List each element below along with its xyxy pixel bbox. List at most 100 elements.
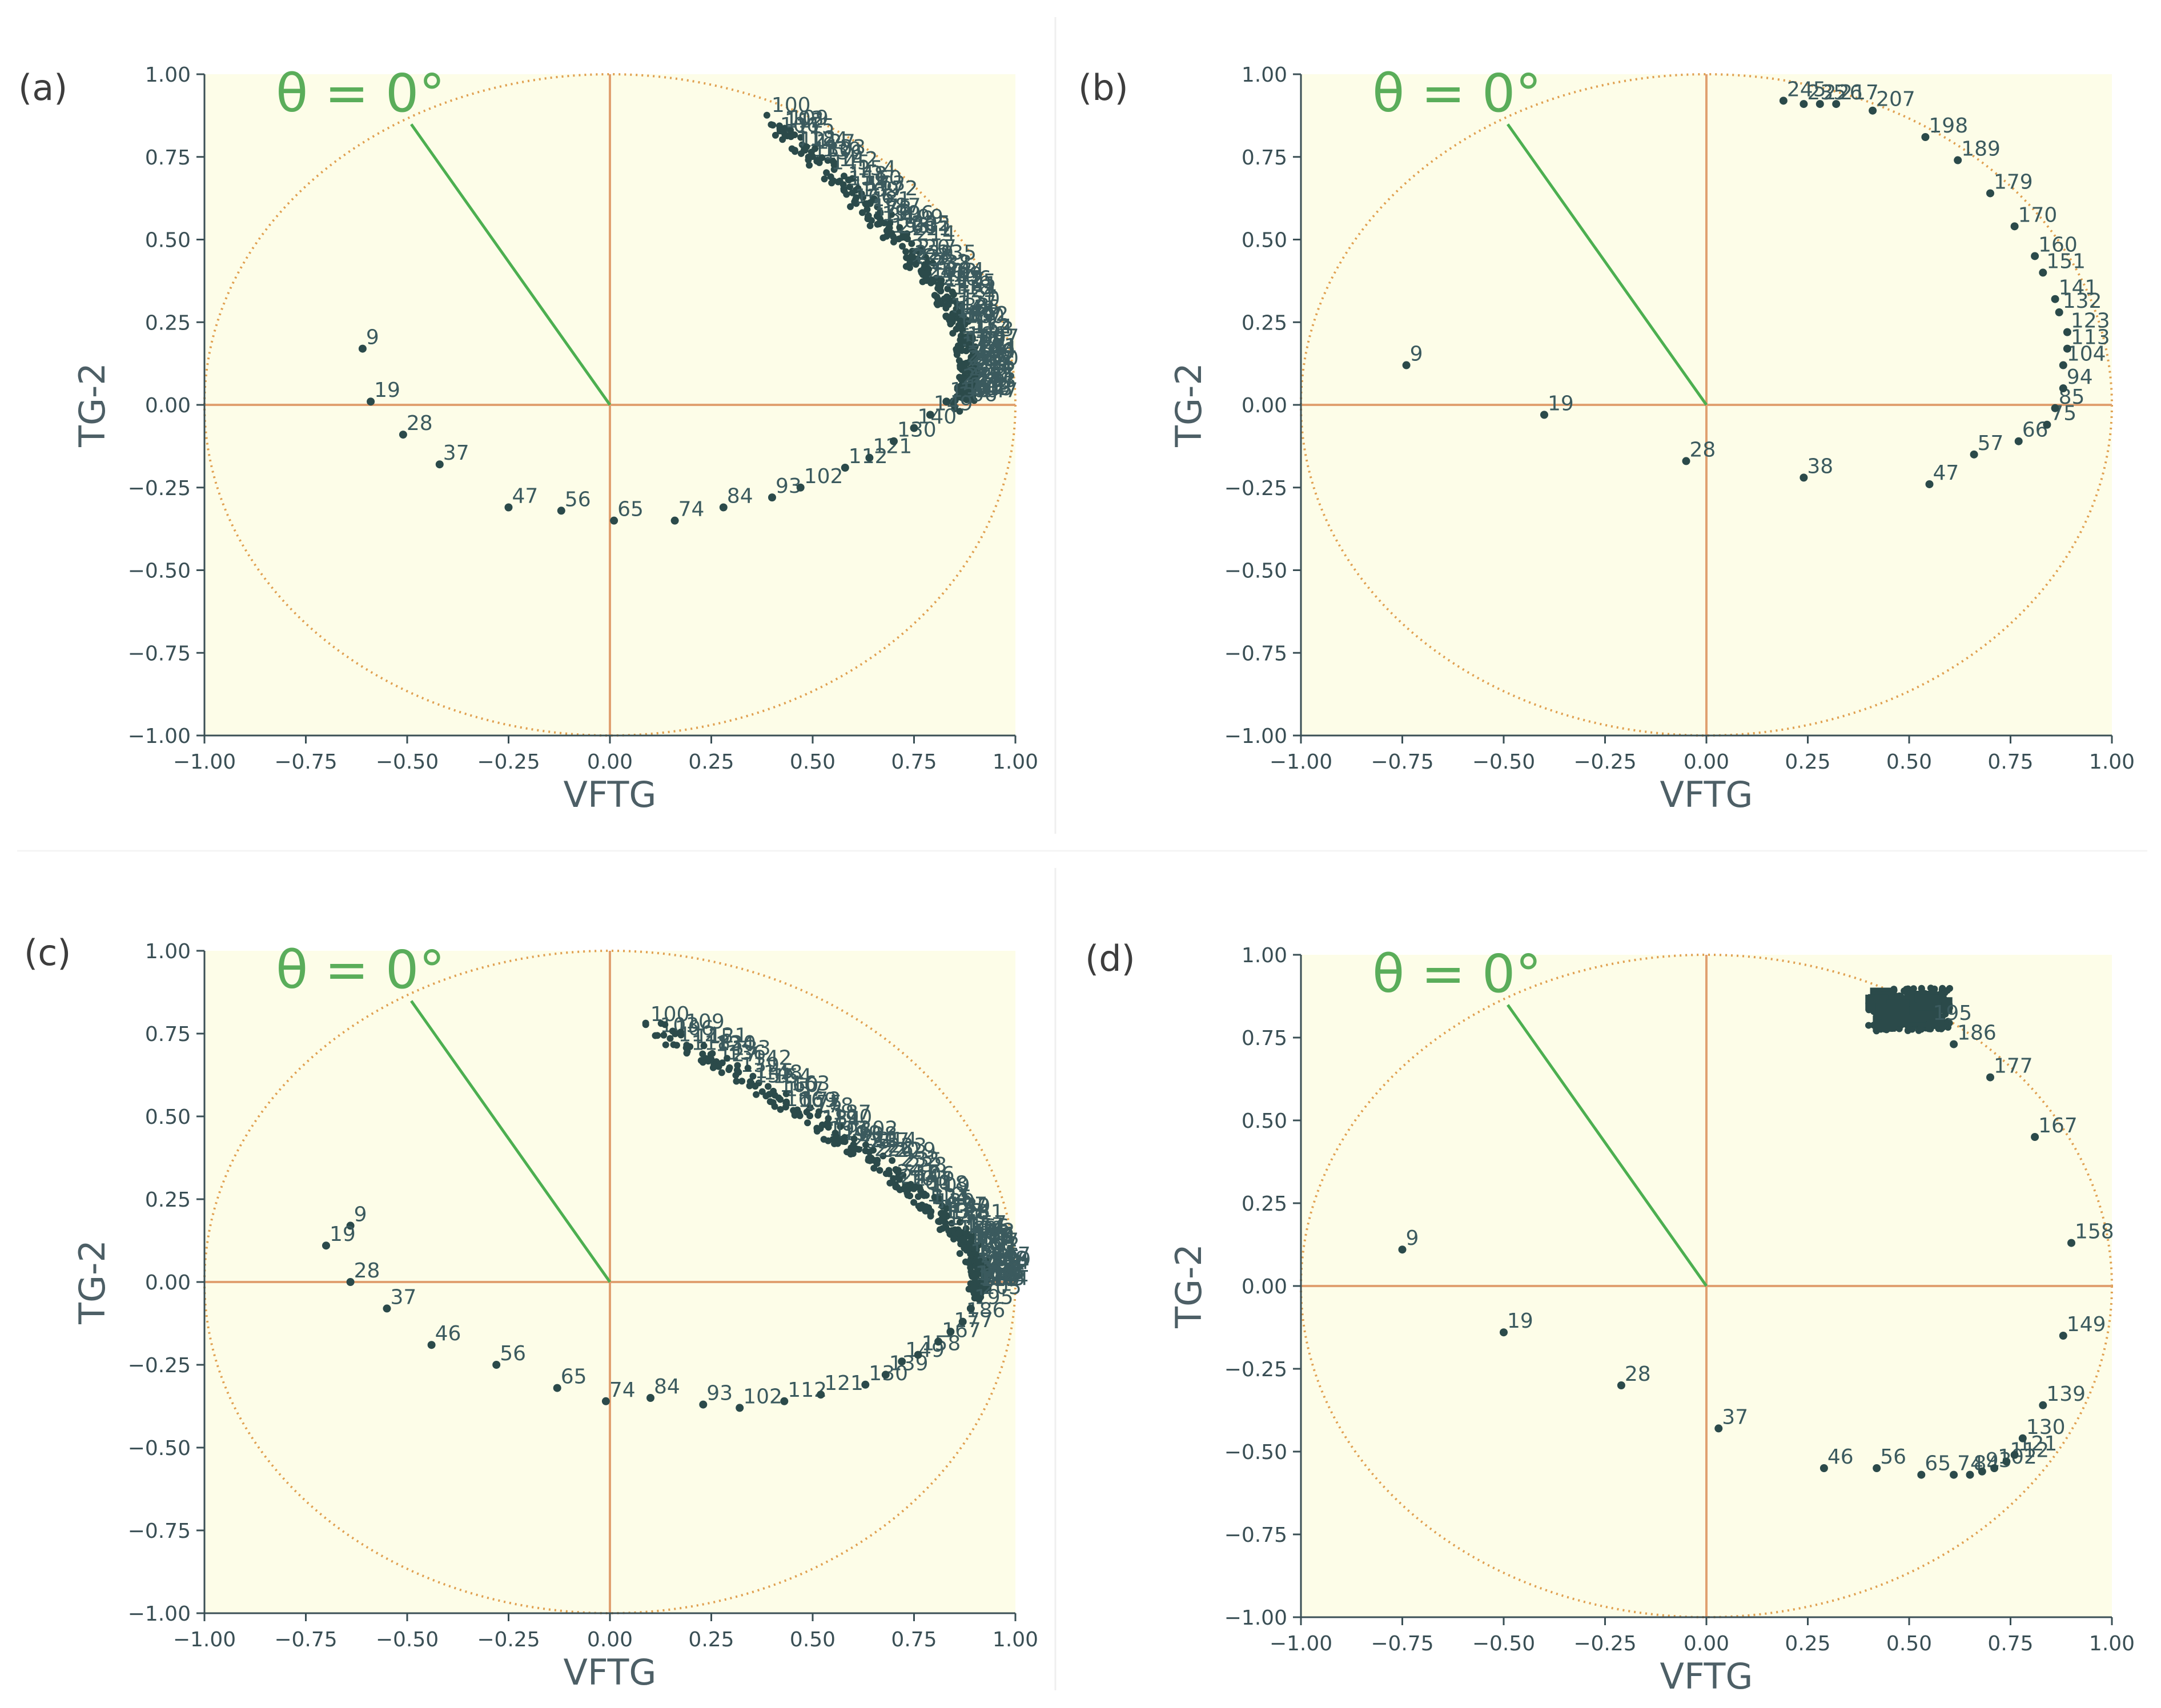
data-point-label: 141 [2059,276,2098,300]
cluster-point [927,1212,934,1220]
y-tick-label: 0.75 [145,146,191,170]
cluster-point [733,1067,741,1074]
data-point [975,1295,983,1303]
cluster-point [902,248,910,255]
cluster-point-label: 211 [975,351,1014,375]
cluster-point [903,254,910,262]
cluster-point-label: 235 [937,241,977,264]
cluster-point [709,1064,717,1071]
data-point-label: 167 [2038,1114,2078,1138]
cluster-point [939,1212,947,1220]
x-tick-label: −1.00 [173,1628,236,1651]
cluster-point-label: 157 [963,304,1003,327]
y-axis-label: TG-2 [1168,1244,1210,1329]
data-point [1986,1073,1994,1082]
data-point-label: 9 [1410,343,1423,366]
cluster-point-label: 136 [961,296,1000,320]
data-point-label: 65 [1925,1452,1951,1476]
cluster-point-label: 238 [933,252,972,275]
cluster-point-label: 232 [977,359,1016,383]
cluster-point [803,143,810,151]
data-point-label: 37 [391,1285,417,1309]
data-point-label: 19 [1548,392,1574,415]
cluster-point [982,1279,990,1286]
cluster-point [779,136,786,143]
data-point [1682,457,1690,465]
x-tick-label: −0.75 [1371,1632,1433,1655]
data-point [2031,1133,2039,1141]
data-point [358,344,367,353]
cluster-point-label: 232 [901,1148,940,1171]
cluster-point-label: 100 [931,259,970,282]
y-tick-label: 0.00 [145,1271,191,1295]
cluster-point-label: 202 [911,212,951,236]
cluster-point [837,1123,844,1131]
data-point [910,424,918,432]
cluster-point [956,408,963,415]
cluster-point [961,368,969,376]
cluster-point [936,1195,943,1203]
y-tick-label: 0.50 [1242,229,1287,252]
cluster-point [832,160,839,167]
x-tick-label: 0.25 [1785,750,1830,774]
cluster-point-label: 199 [976,340,1015,364]
data-point [898,1357,906,1366]
theta-label: θ = 0° [276,939,445,1000]
data-point [1819,1464,1828,1472]
cluster-point [922,275,930,282]
cluster-point [973,352,980,359]
data-point-label: 186 [1957,1022,1997,1045]
y-tick-label: 0.75 [1242,146,1287,170]
data-point [841,464,849,472]
cluster-point-label: 235 [903,1148,942,1172]
data-point-label: 158 [950,379,989,402]
y-tick-label: 1.00 [1242,944,1287,967]
cluster-point [949,329,957,337]
cluster-point [973,381,980,389]
data-point-label: 149 [934,392,973,415]
data-point [346,1221,355,1230]
cluster-point-label: 229 [992,1248,1031,1272]
cluster-point [787,133,794,140]
y-tick-label: 0.25 [145,1188,191,1212]
cluster-point-label: 154 [973,315,1013,339]
theta-label: θ = 0° [1372,63,1541,124]
x-tick-label: −0.75 [274,750,337,774]
cluster-point [958,302,966,309]
cluster-point [910,1199,918,1206]
cluster-point [763,111,770,119]
cluster-point-label: 127 [948,1193,987,1216]
data-point [881,1371,890,1379]
data-point [1925,1020,1934,1028]
data-point-label: 19 [1507,1309,1533,1333]
cluster-point [1901,987,1908,995]
cluster-point [684,1048,691,1055]
cluster-point [974,367,981,375]
cluster-point-label: 112 [970,374,1009,397]
y-tick-label: 0.25 [1242,1192,1287,1216]
y-tick-label: 0.50 [1242,1110,1287,1133]
x-tick-label: 1.00 [2089,1632,2135,1655]
data-point-label: 102 [804,465,843,488]
cluster-point-label: 199 [975,1237,1015,1261]
cluster-point-label: 157 [785,1078,824,1101]
cluster-point [870,1147,877,1154]
cluster-point [908,240,915,247]
data-point [1617,1381,1625,1389]
data-point-label: 47 [512,484,539,508]
x-tick-label: −1.00 [1270,750,1332,774]
y-tick-label: −0.50 [128,1437,191,1460]
cluster-point [949,297,957,304]
cluster-point-label: 127 [816,130,855,154]
y-tick-label: −0.25 [128,1354,191,1377]
cluster-point [984,1260,991,1267]
data-point [1917,1470,1926,1479]
x-tick-label: −0.25 [1573,1632,1636,1655]
cluster-point [804,1119,812,1127]
cluster-point-label: 217 [870,1129,910,1152]
data-point [2063,328,2071,336]
data-point-label: 158 [2075,1220,2114,1244]
cluster-point [862,1141,869,1148]
cluster-point [683,1042,690,1049]
cluster-point [768,121,775,128]
